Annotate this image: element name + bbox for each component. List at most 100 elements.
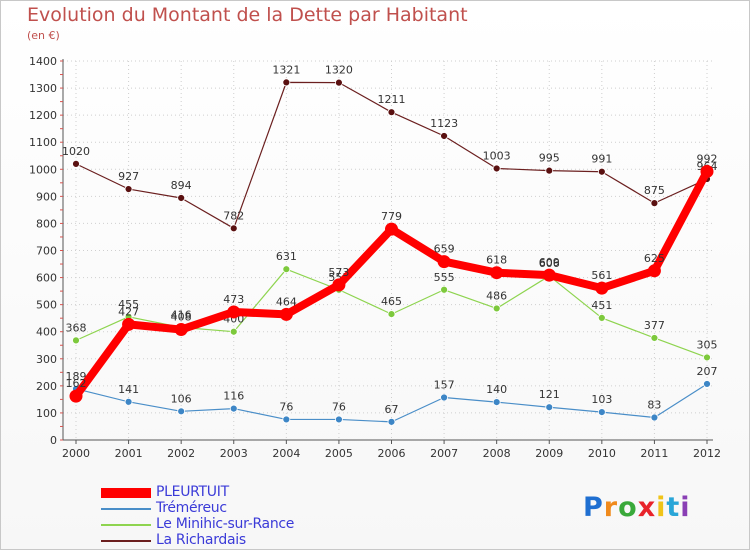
data-label-pleurtuit: 162 bbox=[66, 377, 87, 390]
data-point-le-minihic-sur-rance bbox=[597, 314, 606, 322]
y-tick-label: 500 bbox=[36, 299, 57, 312]
data-point-pleurtuit bbox=[647, 264, 661, 278]
data-point-la-richardais bbox=[440, 132, 448, 140]
data-label-le-minihic-sur-rance: 606 bbox=[539, 257, 560, 270]
data-label-la-richardais: 991 bbox=[591, 153, 612, 166]
data-label-pleurtuit: 609 bbox=[539, 256, 560, 269]
x-tick-label: 2002 bbox=[167, 447, 195, 460]
data-label-tremereuc: 83 bbox=[647, 399, 661, 412]
x-tick-label: 2005 bbox=[325, 447, 353, 460]
data-point-le-minihic-sur-rance bbox=[282, 265, 291, 274]
data-point-la-richardais bbox=[177, 194, 186, 202]
data-label-tremereuc: 103 bbox=[591, 393, 612, 406]
data-point-tremereuc bbox=[335, 415, 343, 424]
data-label-la-richardais: 1211 bbox=[378, 93, 406, 106]
data-point-pleurtuit bbox=[174, 323, 188, 337]
logo-letter: o bbox=[618, 492, 638, 523]
data-label-la-richardais: 1321 bbox=[272, 63, 300, 76]
data-label-pleurtuit: 779 bbox=[381, 210, 402, 223]
y-tick-label: 1000 bbox=[29, 163, 57, 176]
data-label-la-richardais: 782 bbox=[223, 209, 244, 222]
data-point-le-minihic-sur-rance bbox=[492, 304, 501, 313]
data-label-le-minihic-sur-rance: 451 bbox=[591, 299, 612, 312]
y-tick-label: 100 bbox=[36, 407, 57, 420]
y-tick-label: 900 bbox=[36, 190, 57, 203]
data-label-la-richardais: 1320 bbox=[325, 64, 353, 77]
x-tick-label: 2012 bbox=[693, 447, 721, 460]
data-label-la-richardais: 995 bbox=[539, 152, 560, 165]
y-tick-label: 700 bbox=[36, 245, 57, 258]
data-point-la-richardais bbox=[229, 224, 238, 233]
data-label-le-minihic-sur-rance: 455 bbox=[118, 298, 139, 311]
data-label-tremereuc: 76 bbox=[279, 400, 293, 413]
data-point-tremereuc bbox=[703, 380, 711, 388]
data-point-la-richardais bbox=[282, 78, 291, 87]
data-point-tremereuc bbox=[387, 417, 396, 426]
y-tick-label: 1300 bbox=[29, 82, 57, 95]
x-tick-label: 2003 bbox=[220, 447, 248, 460]
data-label-tremereuc: 67 bbox=[385, 403, 399, 416]
data-label-le-minihic-sur-rance: 555 bbox=[434, 271, 455, 284]
data-label-pleurtuit: 992 bbox=[697, 152, 718, 165]
data-label-tremereuc: 207 bbox=[697, 365, 718, 378]
data-point-tremereuc bbox=[545, 403, 554, 412]
x-tick-label: 2001 bbox=[115, 447, 143, 460]
data-point-pleurtuit bbox=[700, 164, 714, 178]
data-point-le-minihic-sur-rance bbox=[229, 327, 238, 336]
legend-swatch bbox=[101, 540, 151, 542]
legend-swatch bbox=[101, 508, 151, 510]
data-label-pleurtuit: 473 bbox=[223, 293, 244, 306]
y-tick-label: 0 bbox=[50, 434, 57, 447]
data-label-tremereuc: 140 bbox=[486, 383, 507, 396]
data-point-la-richardais bbox=[650, 199, 659, 208]
data-label-tremereuc: 121 bbox=[539, 388, 560, 401]
data-point-tremereuc bbox=[440, 393, 448, 402]
data-label-la-richardais: 1020 bbox=[62, 145, 90, 158]
data-label-pleurtuit: 573 bbox=[328, 266, 349, 279]
x-tick-label: 2000 bbox=[62, 447, 90, 460]
y-tick-label: 600 bbox=[36, 272, 57, 285]
data-point-la-richardais bbox=[387, 108, 396, 117]
data-point-pleurtuit bbox=[122, 317, 136, 331]
proxiti-logo: Proxiti bbox=[583, 492, 691, 523]
legend-label: La Richardais bbox=[156, 532, 246, 548]
x-tick-label: 2009 bbox=[535, 447, 563, 460]
data-label-pleurtuit: 561 bbox=[591, 269, 612, 282]
x-tick-label: 2007 bbox=[430, 447, 458, 460]
data-label-tremereuc: 189 bbox=[66, 370, 87, 383]
data-label-pleurtuit: 427 bbox=[118, 305, 139, 318]
data-label-tremereuc: 157 bbox=[434, 378, 455, 391]
data-point-pleurtuit bbox=[437, 255, 451, 269]
logo-letter: t bbox=[666, 492, 681, 523]
data-label-tremereuc: 141 bbox=[118, 383, 139, 396]
data-label-tremereuc: 106 bbox=[171, 392, 192, 405]
data-point-le-minihic-sur-rance bbox=[387, 310, 396, 319]
legend-label: Le Minihic-sur-Rance bbox=[156, 516, 295, 532]
data-point-tremereuc bbox=[177, 407, 186, 416]
data-label-tremereuc: 116 bbox=[223, 390, 244, 403]
data-point-tremereuc bbox=[492, 398, 501, 407]
x-tick-label: 2006 bbox=[378, 447, 406, 460]
data-label-le-minihic-sur-rance: 465 bbox=[381, 295, 402, 308]
data-point-pleurtuit bbox=[332, 278, 346, 292]
data-point-tremereuc bbox=[282, 415, 291, 424]
data-point-tremereuc bbox=[229, 404, 238, 413]
data-label-le-minihic-sur-rance: 631 bbox=[276, 250, 297, 263]
y-tick-label: 400 bbox=[36, 326, 57, 339]
data-point-la-richardais bbox=[492, 164, 501, 173]
y-tick-label: 800 bbox=[36, 217, 57, 230]
data-point-pleurtuit bbox=[595, 281, 609, 295]
data-label-tremereuc: 76 bbox=[332, 400, 346, 413]
data-point-pleurtuit bbox=[542, 268, 556, 282]
logo-letter: x bbox=[637, 492, 657, 523]
data-point-la-richardais bbox=[597, 167, 606, 176]
y-tick-label: 1100 bbox=[29, 136, 57, 149]
data-point-la-richardais bbox=[545, 166, 554, 175]
data-point-le-minihic-sur-rance bbox=[703, 353, 711, 362]
y-tick-label: 200 bbox=[36, 380, 57, 393]
legend-swatch bbox=[101, 488, 151, 498]
data-point-tremereuc bbox=[124, 397, 133, 406]
logo-letter: i bbox=[656, 492, 667, 523]
